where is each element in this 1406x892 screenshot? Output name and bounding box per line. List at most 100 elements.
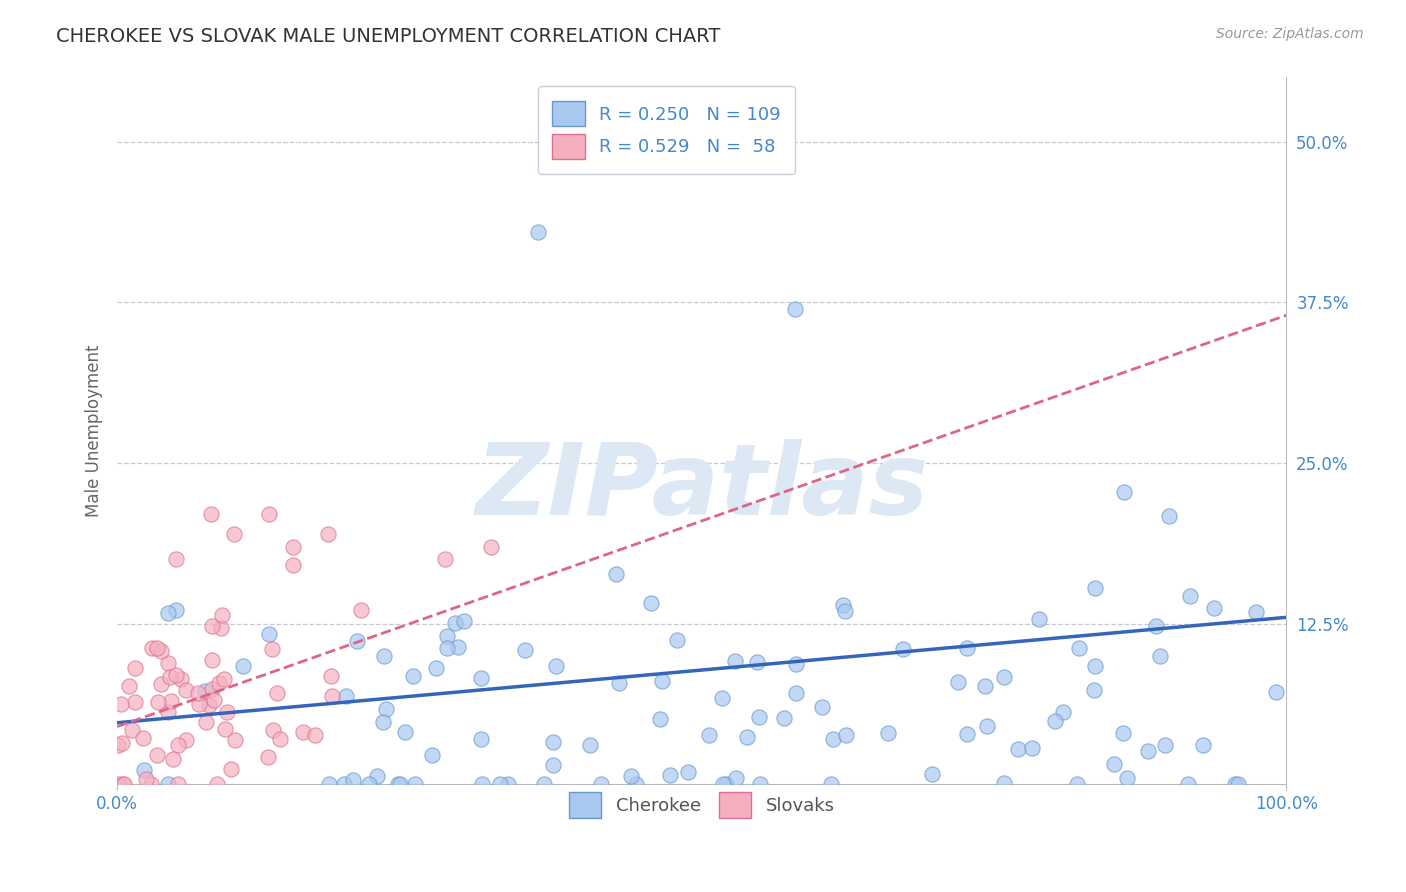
Point [541, 758, 564, 772]
Point [215, 706, 238, 720]
Point [262, 641, 284, 656]
Point [146, 695, 169, 709]
Point [118, 679, 141, 693]
Point [165, 603, 187, 617]
Point [159, 670, 181, 684]
Point [214, 673, 236, 687]
Point [132, 764, 155, 778]
Point [170, 672, 193, 686]
Point [974, 679, 997, 693]
Point [956, 727, 979, 741]
Point [162, 752, 184, 766]
Point [748, 710, 770, 724]
Point [666, 632, 689, 647]
Point [318, 777, 340, 791]
Point [335, 690, 357, 704]
Point [436, 640, 458, 655]
Point [513, 643, 536, 657]
Point [436, 629, 458, 643]
Point [157, 706, 180, 720]
Point [773, 711, 796, 725]
Point [527, 225, 550, 239]
Point [121, 723, 143, 738]
Point [269, 732, 291, 747]
Point [444, 615, 467, 630]
Point [146, 747, 169, 762]
Point [394, 725, 416, 739]
Point [433, 552, 456, 566]
Point [1083, 581, 1105, 595]
Point [374, 702, 396, 716]
Point [110, 697, 132, 711]
Point [1112, 726, 1135, 740]
Point [266, 686, 288, 700]
Point [124, 695, 146, 709]
Point [197, 698, 219, 713]
Point [453, 614, 475, 628]
Point [200, 508, 222, 522]
Point [373, 649, 395, 664]
Point [1154, 738, 1177, 752]
Legend: Cherokee, Slovaks: Cherokee, Slovaks [561, 785, 842, 825]
Point [579, 738, 602, 752]
Point [202, 693, 225, 707]
Point [209, 621, 232, 635]
Point [333, 777, 356, 791]
Point [976, 719, 998, 733]
Point [132, 731, 155, 745]
Point [785, 685, 807, 699]
Point [993, 776, 1015, 790]
Point [150, 677, 173, 691]
Point [735, 730, 758, 744]
Point [948, 675, 970, 690]
Point [832, 598, 855, 612]
Point [626, 777, 648, 791]
Point [1178, 590, 1201, 604]
Point [1227, 777, 1250, 791]
Point [257, 508, 280, 522]
Point [141, 777, 163, 791]
Text: Source: ZipAtlas.com: Source: ZipAtlas.com [1216, 27, 1364, 41]
Text: CHEROKEE VS SLOVAK MALE UNEMPLOYMENT CORRELATION CHART: CHEROKEE VS SLOVAK MALE UNEMPLOYMENT COR… [56, 27, 721, 45]
Point [609, 675, 631, 690]
Point [1067, 640, 1090, 655]
Point [1028, 612, 1050, 626]
Point [262, 723, 284, 737]
Point [820, 777, 842, 791]
Point [124, 660, 146, 674]
Point [257, 627, 280, 641]
Point [489, 777, 512, 791]
Point [1021, 741, 1043, 756]
Point [232, 659, 254, 673]
Point [1265, 685, 1288, 699]
Point [194, 684, 217, 698]
Point [834, 605, 856, 619]
Point [201, 618, 224, 632]
Point [112, 777, 135, 791]
Point [257, 750, 280, 764]
Point [321, 669, 343, 683]
Point [710, 690, 733, 705]
Point [1177, 777, 1199, 791]
Point [219, 762, 242, 776]
Point [496, 777, 519, 791]
Point [357, 777, 380, 791]
Point [605, 566, 627, 581]
Point [713, 777, 735, 791]
Point [1084, 659, 1107, 673]
Point [648, 712, 671, 726]
Point [373, 715, 395, 730]
Point [174, 683, 197, 698]
Point [135, 772, 157, 787]
Point [1149, 648, 1171, 663]
Point [201, 682, 224, 697]
Point [470, 731, 492, 746]
Point [346, 634, 368, 648]
Point [956, 641, 979, 656]
Point [156, 777, 179, 791]
Point [640, 596, 662, 610]
Point [211, 608, 233, 623]
Point [1116, 771, 1139, 785]
Point [811, 700, 834, 714]
Point [785, 301, 807, 316]
